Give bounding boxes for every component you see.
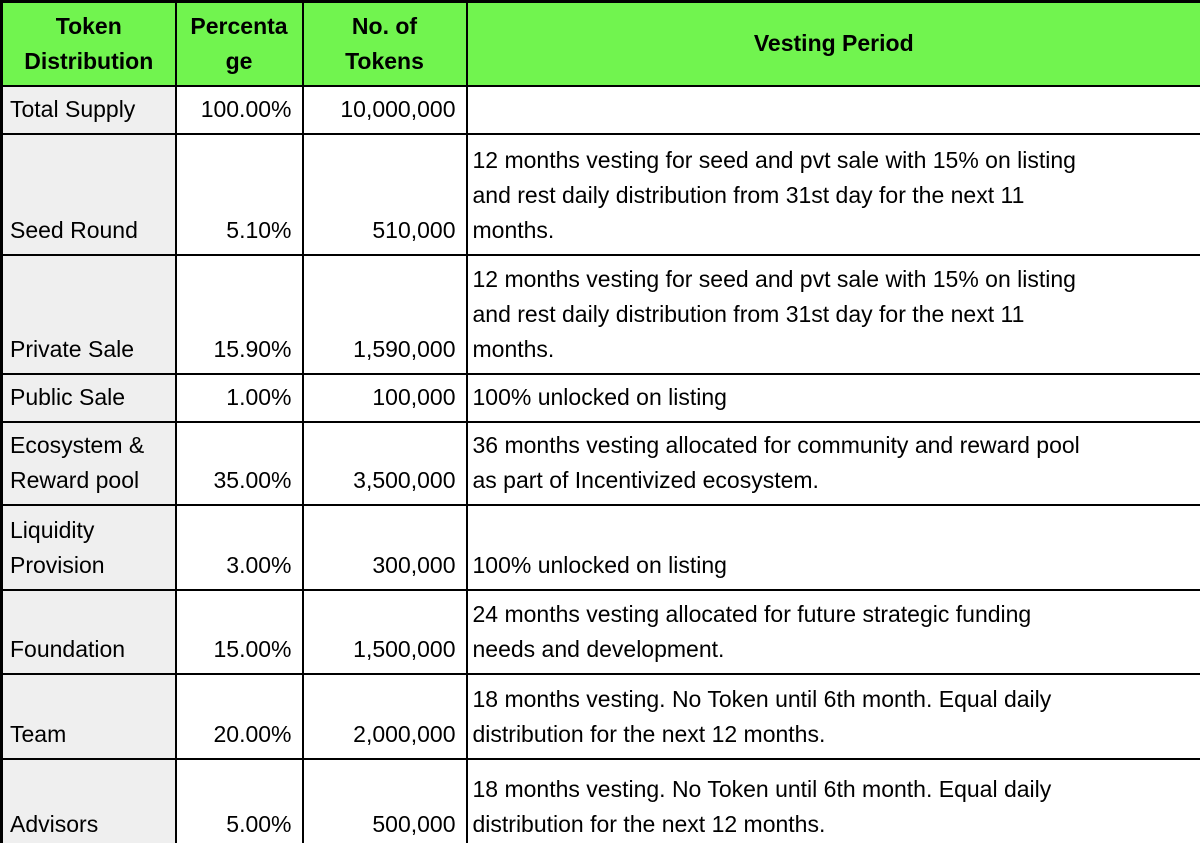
- header-percentage: Percentage: [174, 0, 304, 87]
- table-row: Seed Round 5.10% 510,000 12 months vesti…: [0, 132, 1200, 256]
- row-vesting-cell: 12 months vesting for seed and pvt sale …: [465, 253, 1200, 375]
- row-tokens-cell: 500,000: [301, 757, 468, 843]
- row-tokens-cell: 3,500,000: [301, 420, 468, 506]
- row-vesting-cell: 100% unlocked on listing: [465, 503, 1200, 591]
- row-category-cell: Private Sale: [0, 253, 177, 375]
- row-tokens-cell: 300,000: [301, 503, 468, 591]
- row-vesting-cell: 18 months vesting. No Token until 6th mo…: [465, 672, 1200, 760]
- row-category-cell: Ecosystem & Reward pool: [0, 420, 177, 506]
- table-row: Foundation 15.00% 1,500,000 24 months ve…: [0, 588, 1200, 675]
- row-tokens-cell: 100,000: [301, 372, 468, 423]
- row-tokens-cell: 10,000,000: [301, 84, 468, 135]
- row-tokens-cell: 510,000: [301, 132, 468, 256]
- table-row: Advisors 5.00% 500,000 18 months vesting…: [0, 757, 1200, 843]
- header-percentage-label: Percentage: [190, 12, 288, 74]
- row-category-cell: Advisors: [0, 757, 177, 843]
- table-body: Total Supply 100.00% 10,000,000 Seed Rou…: [0, 84, 1200, 843]
- row-percentage-cell: 3.00%: [174, 503, 304, 591]
- row-percentage-cell: 35.00%: [174, 420, 304, 506]
- row-category-cell: Seed Round: [0, 132, 177, 256]
- row-vesting-cell: 36 months vesting allocated for communit…: [465, 420, 1200, 506]
- table-row: Public Sale 1.00% 100,000 100% unlocked …: [0, 372, 1200, 423]
- header-row: Token Distribution Percentage No. of Tok…: [0, 0, 1200, 87]
- row-percentage-cell: 5.10%: [174, 132, 304, 256]
- header-no-of-tokens: No. of Tokens: [301, 0, 468, 87]
- row-vesting-cell: [465, 84, 1200, 135]
- row-percentage-cell: 15.90%: [174, 253, 304, 375]
- row-category-cell: Foundation: [0, 588, 177, 675]
- header-vesting-period: Vesting Period: [465, 0, 1200, 87]
- row-percentage-cell: 15.00%: [174, 588, 304, 675]
- row-vesting-cell: 24 months vesting allocated for future s…: [465, 588, 1200, 675]
- table-row: Private Sale 15.90% 1,590,000 12 months …: [0, 253, 1200, 375]
- row-tokens-cell: 2,000,000: [301, 672, 468, 760]
- row-percentage-cell: 20.00%: [174, 672, 304, 760]
- row-percentage-cell: 5.00%: [174, 757, 304, 843]
- table-row: Ecosystem & Reward pool 35.00% 3,500,000…: [0, 420, 1200, 506]
- row-vesting-cell: 18 months vesting. No Token until 6th mo…: [465, 757, 1200, 843]
- row-vesting-cell: 100% unlocked on listing: [465, 372, 1200, 423]
- row-percentage-cell: 1.00%: [174, 372, 304, 423]
- header-token-distribution: Token Distribution: [0, 0, 177, 87]
- row-vesting-cell: 12 months vesting for seed and pvt sale …: [465, 132, 1200, 256]
- row-category-cell: Liquidity Provision: [0, 503, 177, 591]
- row-category-cell: Public Sale: [0, 372, 177, 423]
- row-tokens-cell: 1,590,000: [301, 253, 468, 375]
- row-category-cell: Total Supply: [0, 84, 177, 135]
- table-row: Team 20.00% 2,000,000 18 months vesting.…: [0, 672, 1200, 760]
- row-percentage-cell: 100.00%: [174, 84, 304, 135]
- row-tokens-cell: 1,500,000: [301, 588, 468, 675]
- table-row: Total Supply 100.00% 10,000,000: [0, 84, 1200, 135]
- table-row: Liquidity Provision 3.00% 300,000 100% u…: [0, 503, 1200, 591]
- row-category-cell: Team: [0, 672, 177, 760]
